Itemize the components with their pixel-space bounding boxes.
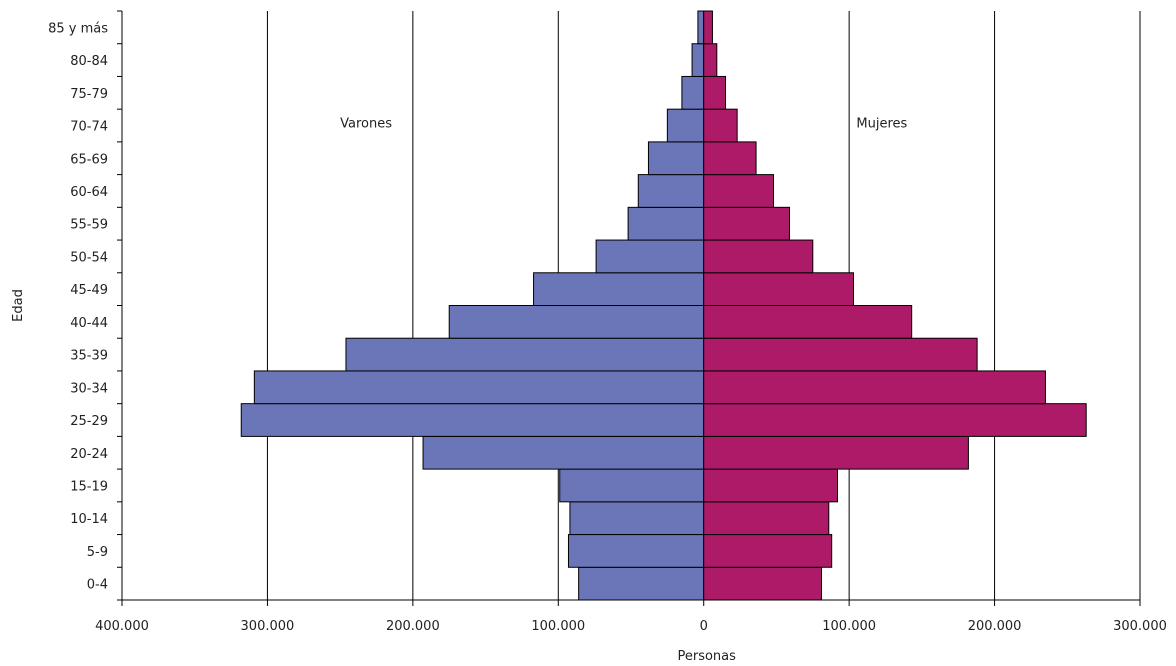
y-tick-label: 65-69 — [70, 152, 108, 167]
bar-varones-45-49 — [533, 272, 705, 306]
y-tick-label: 85 y más — [48, 21, 108, 36]
y-tick-label: 80-84 — [70, 54, 108, 69]
bar-varones-65-69 — [647, 141, 705, 176]
bar-varones-85-y-más — [697, 10, 705, 45]
bar-mujeres-55-59 — [703, 206, 791, 241]
x-tick-label: 400.000 — [95, 619, 149, 634]
bar-mujeres-30-34 — [703, 370, 1046, 405]
bar-mujeres-20-24 — [703, 435, 969, 470]
annotations: Varones Mujeres — [340, 117, 907, 132]
bar-varones-80-84 — [691, 43, 705, 77]
y-tick-labels: 0-4 5-9 10-14 15-19 20-24 25-29 30-34 35-39 40-4… — [48, 21, 108, 592]
x-tick-label: 300.000 — [241, 619, 295, 634]
bar-mujeres-50-54 — [703, 239, 814, 274]
plot-frame — [117, 10, 1141, 606]
annotation-mujeres: Mujeres — [856, 117, 907, 132]
bar-mujeres-35-39 — [703, 337, 978, 372]
annotation-varones: Varones — [340, 117, 392, 132]
y-tick-label: 30-34 — [70, 381, 108, 396]
bar-varones-55-59 — [627, 206, 705, 241]
bar-mujeres-85-y-más — [703, 10, 713, 45]
y-tick-label: 70-74 — [70, 120, 108, 135]
bar-varones-60-64 — [637, 174, 705, 208]
x-tick-label: 200.000 — [968, 619, 1022, 634]
y-tick-label: 25-29 — [70, 414, 108, 429]
y-tick-label: 75-79 — [70, 87, 108, 102]
y-tick-label: 35-39 — [70, 349, 108, 364]
bar-varones-20-24 — [422, 435, 705, 470]
bar-varones-30-34 — [253, 370, 705, 405]
bar-mujeres-70-74 — [703, 108, 738, 143]
bar-varones-35-39 — [345, 337, 705, 372]
x-axis-title: Personas — [677, 649, 736, 664]
x-tick-label: 200.000 — [386, 619, 440, 634]
bar-mujeres-10-14 — [703, 501, 830, 536]
bar-mujeres-25-29 — [703, 403, 1087, 437]
bar-varones-15-19 — [559, 468, 705, 503]
y-tick-label: 5-9 — [87, 545, 108, 560]
y-axis-title: Edad — [11, 289, 26, 322]
x-tick-label: 100.000 — [822, 619, 876, 634]
bar-mujeres-0-4 — [703, 566, 823, 601]
x-tick-label: 300.000 — [1113, 619, 1167, 634]
y-tick-label: 50-54 — [70, 250, 108, 265]
bar-mujeres-5-9 — [703, 534, 833, 568]
bar-mujeres-65-69 — [703, 141, 757, 176]
bar-varones-5-9 — [567, 534, 705, 568]
bar-varones-75-79 — [681, 75, 705, 110]
y-tick-label: 40-44 — [70, 316, 108, 331]
x-tick-label: 0 — [700, 619, 708, 634]
bars — [240, 10, 1087, 601]
x-tick-label: 100.000 — [531, 619, 585, 634]
bar-varones-0-4 — [578, 566, 705, 601]
y-tick-label: 10-14 — [70, 512, 108, 527]
bar-varones-25-29 — [240, 403, 705, 437]
bar-mujeres-40-44 — [703, 305, 913, 339]
bar-varones-10-14 — [569, 501, 705, 536]
y-tick-label: 0-4 — [87, 578, 108, 593]
x-tick-labels: 400.000 300.000 200.000 100.000 0 100.000 200.… — [95, 619, 1167, 634]
bar-varones-70-74 — [666, 108, 705, 143]
bar-mujeres-60-64 — [703, 174, 775, 208]
y-tick-label: 55-59 — [70, 218, 108, 233]
y-tick-label: 45-49 — [70, 283, 108, 298]
bar-mujeres-75-79 — [703, 75, 727, 110]
bar-mujeres-15-19 — [703, 468, 839, 503]
bar-mujeres-45-49 — [703, 272, 855, 306]
bar-mujeres-80-84 — [703, 43, 718, 77]
y-tick-label: 20-24 — [70, 447, 108, 462]
y-tick-label: 15-19 — [70, 479, 108, 494]
y-tick-label: 60-64 — [70, 185, 108, 200]
bar-varones-40-44 — [448, 305, 705, 339]
bar-varones-50-54 — [595, 239, 705, 274]
